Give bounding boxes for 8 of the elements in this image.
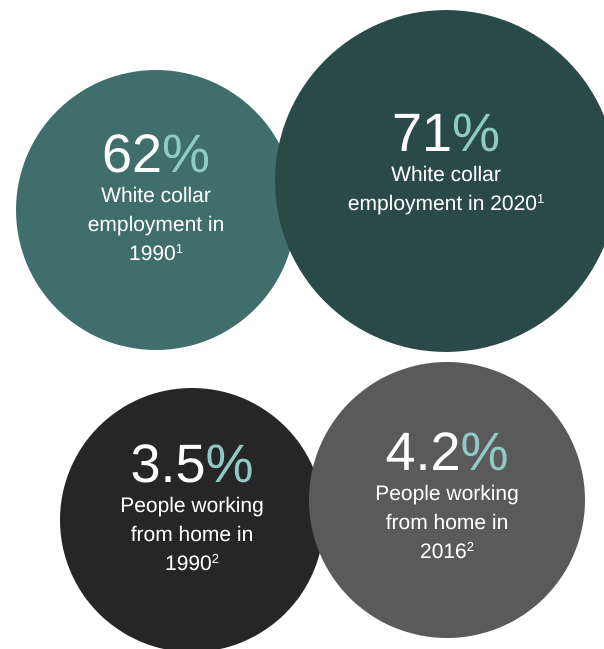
category-label: White collar employment in 1990$^{1}$ bbox=[88, 184, 224, 265]
data-label: 71% bbox=[392, 103, 500, 163]
data-label: 4.2% bbox=[385, 422, 509, 482]
category-label: White collar employment in 2020$^{1}$ bbox=[348, 163, 544, 215]
category-label: People working from home in 1990$^{2}$ bbox=[120, 494, 264, 575]
category-label: People working from home in 2016$^{2}$ bbox=[375, 482, 519, 563]
data-label: 3.5% bbox=[130, 434, 254, 494]
data-label: 62% bbox=[102, 124, 210, 184]
